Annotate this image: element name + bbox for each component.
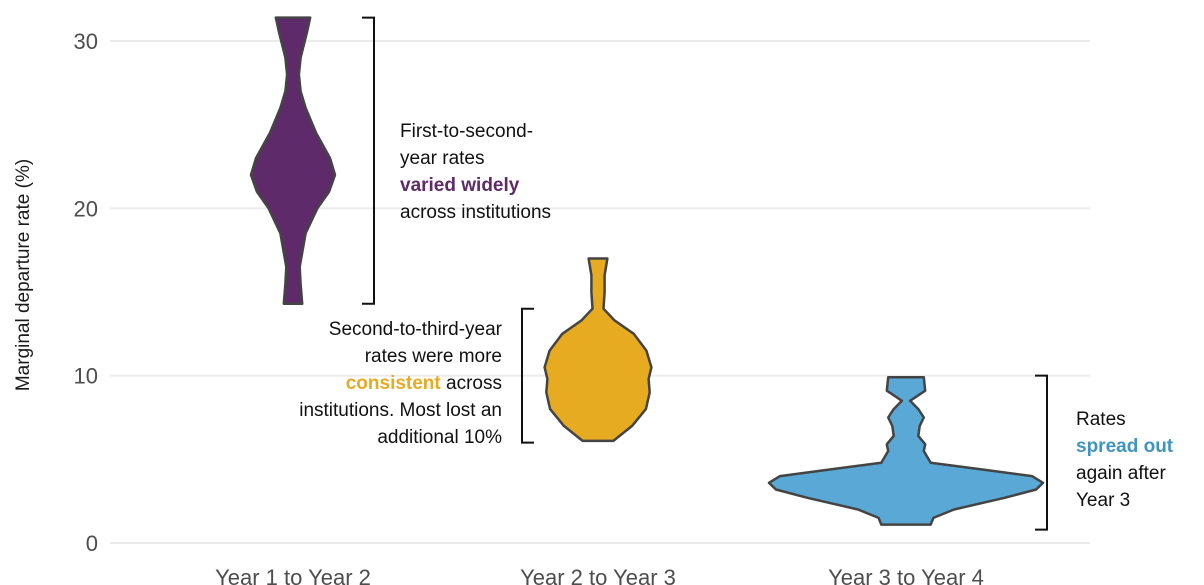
annotation-segment: First-to-second-	[400, 121, 533, 142]
violins	[249, 16, 1045, 526]
annotation-text-line: Second-to-third-year	[329, 319, 503, 340]
y-axis-label: Marginal departure rate (%)	[13, 159, 34, 391]
annotation-text-line: Year 3	[1076, 490, 1130, 511]
y-tick-label: 0	[86, 531, 98, 556]
annotation-segment: institutions. Most lost an	[299, 400, 502, 421]
annotation-text-line: institutions. Most lost an	[299, 400, 502, 421]
y-tick-label: 30	[74, 29, 98, 54]
annotation-segment: additional 10%	[377, 427, 502, 448]
annotation-text-line: again after	[1076, 463, 1166, 484]
annotation-text-line: consistent across	[346, 373, 502, 394]
annotation-segment: Second-to-third-year	[329, 319, 503, 340]
annotation-text-line: rates were more	[365, 346, 502, 367]
annotation-segment: year rates	[400, 148, 484, 169]
annotation-text-line: year rates	[400, 148, 484, 169]
annotation-bracket	[1035, 374, 1048, 531]
annotation-segment: again after	[1076, 463, 1166, 484]
y-tick-label: 10	[74, 364, 98, 389]
x-tick-label: Year 3 to Year 4	[828, 565, 984, 585]
x-tick-label: Year 2 to Year 3	[520, 565, 676, 585]
annotation-segment: Year 3	[1076, 490, 1130, 511]
violin-shape	[767, 376, 1045, 526]
annotation-text-line: varied widely	[400, 175, 520, 196]
annotation-bracket	[521, 307, 534, 444]
annotation-bracket	[362, 16, 375, 305]
annotation-segment: across institutions	[400, 202, 551, 223]
annotation-segment: Rates	[1076, 409, 1126, 430]
annotation-text-line: spread out	[1076, 436, 1174, 457]
violin-shape	[543, 257, 653, 443]
annotations: First-to-second-year rates varied widely a…	[299, 16, 1174, 531]
annotation-text-line: additional 10%	[377, 427, 502, 448]
annotation-highlight: spread out	[1076, 436, 1174, 457]
x-axis-ticks: Year 1 to Year 2 Year 2 to Year 3 Year 3 t…	[215, 565, 984, 585]
y-axis-ticks: 0 10 20 30	[74, 29, 98, 556]
annotation-segment: rates were more	[365, 346, 502, 367]
annotation-highlight: varied widely	[400, 175, 520, 196]
annotation-highlight: consistent	[346, 373, 442, 394]
annotation-text-line: across institutions	[400, 202, 551, 223]
x-tick-label: Year 1 to Year 2	[215, 565, 371, 585]
annotation-segment: across	[441, 373, 502, 394]
annotation-text-line: First-to-second-	[400, 121, 533, 142]
y-tick-label: 20	[74, 196, 98, 221]
annotation-text-line: Rates	[1076, 409, 1126, 430]
violin-shape	[249, 16, 337, 305]
